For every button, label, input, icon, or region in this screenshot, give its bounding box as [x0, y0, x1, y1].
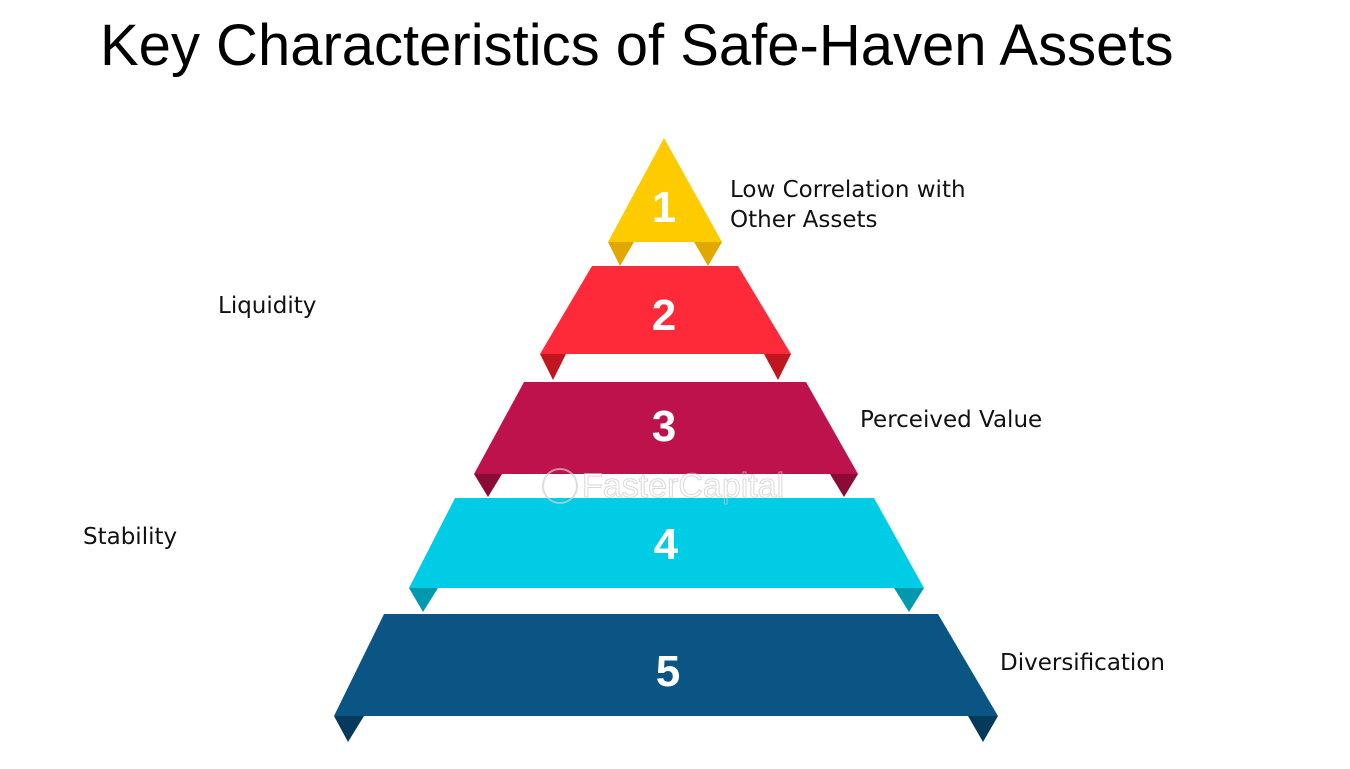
gear-icon: [542, 468, 578, 504]
tier-number-2: 2: [652, 291, 676, 340]
tier-1-label: Low Correlation with Other Assets: [730, 175, 966, 235]
pyramid-tier-4: 4: [409, 498, 924, 612]
tier-5-label: Diversification: [1000, 650, 1165, 676]
tier-number-3: 3: [652, 402, 676, 451]
pyramid-tier-5: 5: [334, 614, 998, 742]
tier-1-label-line1: Low Correlation with: [730, 177, 966, 203]
page-title: Key Characteristics of Safe-Haven Assets: [100, 13, 1174, 78]
tier-4-label: Stability: [83, 524, 178, 550]
pyramid-tier-3: 3: [474, 382, 858, 497]
tier-3-label: Perceived Value: [860, 407, 1043, 433]
tier-2-label: Liquidity: [218, 293, 317, 319]
pyramid-tier-1: 1: [608, 138, 722, 266]
watermark-logo: FasterCapital: [542, 467, 785, 506]
tier-number-4: 4: [654, 520, 679, 569]
tier-1-label-line2: Other Assets: [730, 207, 878, 233]
tier-number-5: 5: [656, 647, 680, 696]
pyramid-tier-2: 2: [540, 266, 791, 380]
watermark-text: FasterCapital: [582, 467, 784, 505]
tier-number-1: 1: [652, 183, 676, 232]
